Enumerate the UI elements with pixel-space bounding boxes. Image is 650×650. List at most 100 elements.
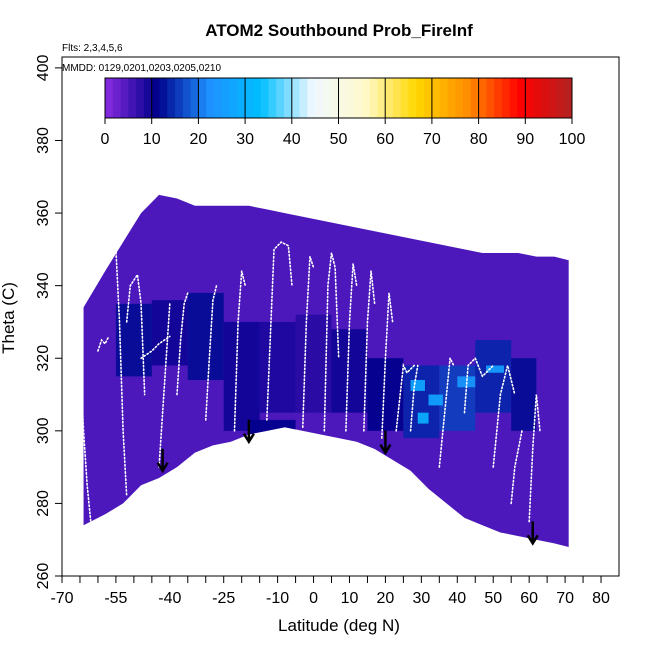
colorbar: 0 10 20 30 40 50 60 70 80 90 100 [101, 77, 585, 148]
flight-track [176, 292, 189, 396]
flight-track [463, 356, 495, 414]
x-tick-label: 70 [556, 590, 574, 607]
heatmap-cell [428, 394, 443, 406]
heatmap-cell [259, 321, 296, 413]
colorbar-swatch [540, 78, 550, 118]
y-tick-label: 320 [35, 345, 52, 372]
colorbar-swatch [190, 78, 199, 118]
colorbar-swatch [276, 78, 285, 118]
flight-track [438, 355, 455, 468]
colorbar-swatch [346, 78, 355, 118]
plot-frame [61, 56, 620, 577]
chart-title: ATOM2 Southbound Prob_FireInf [205, 21, 473, 40]
x-tick-label: 0 [309, 590, 318, 607]
colorbar-swatch [439, 78, 448, 118]
x-axis-label: Latitude (deg N) [278, 616, 400, 635]
colorbar-swatch [175, 78, 184, 118]
y-tick-label: 300 [35, 417, 52, 444]
colorbar-swatch [330, 78, 339, 118]
x-tick-label: 30 [412, 590, 430, 607]
colorbar-swatch [478, 78, 487, 118]
colorbar-swatch [299, 78, 308, 118]
x-tick-label: -70 [50, 590, 73, 607]
flight-track [233, 270, 247, 432]
flight-track [528, 394, 541, 523]
colorbar-swatch [260, 78, 269, 118]
colorbar-swatch [517, 78, 526, 118]
arrow-marker [242, 419, 255, 445]
colorbar-swatch [182, 78, 192, 118]
colorbar-swatch [447, 78, 456, 118]
colorbar-swatch [291, 78, 301, 118]
colorbar-tick-label: 50 [330, 131, 348, 148]
x-tick-label: 80 [592, 590, 610, 607]
colorbar-swatch [252, 78, 262, 118]
heatmap-cell [486, 365, 505, 373]
flight-track [395, 362, 415, 432]
colorbar-swatch [167, 78, 176, 118]
x-tick-label: 10 [341, 590, 359, 607]
y-axis: 260 280 300 320 340 360 380 400 [35, 54, 62, 589]
flight-track [363, 271, 376, 432]
colorbar-tick-label: 80 [470, 131, 488, 148]
flights-note: Flts: 2,3,4,5,6 [62, 43, 123, 54]
colorbar-swatch [509, 78, 519, 118]
flight-track [204, 284, 218, 421]
colorbar-swatch [431, 78, 441, 118]
colorbar-swatch [354, 78, 363, 118]
colorbar-swatch [533, 78, 542, 118]
y-tick-label: 360 [35, 200, 52, 227]
colorbar-swatch [377, 78, 386, 118]
colorbar-swatch [237, 78, 246, 118]
y-tick-label: 380 [35, 127, 52, 154]
flight-track [409, 364, 419, 432]
colorbar-tick-label: 0 [101, 131, 110, 148]
heatmap-cell [457, 376, 476, 388]
colorbar-tick-label: 60 [376, 131, 394, 148]
colorbar-swatch [392, 78, 402, 118]
colorbar-swatch [213, 78, 223, 118]
colorbar-swatch [416, 78, 425, 118]
flight-track [549, 222, 563, 236]
x-axis: -70 -55 -40 -25 -10 0 10 20 30 40 50 60 70 80 [50, 576, 610, 607]
colorbar-swatch [361, 78, 371, 118]
colorbar-swatch [501, 78, 511, 118]
colorbar-swatch [229, 78, 238, 118]
heatmap-cell [187, 292, 224, 381]
y-tick-label: 400 [35, 54, 52, 81]
colorbar-swatch [268, 78, 277, 118]
colorbar-frame [104, 77, 573, 119]
colorbar-tick-label: 30 [236, 131, 254, 148]
flight-track [381, 292, 394, 439]
colorbar-tick-label: 20 [190, 131, 208, 148]
dates-note: MMDD: 0129,0201,0203,0205,0210 [62, 63, 221, 74]
heatmap-cell [115, 303, 152, 377]
colorbar-swatch [564, 78, 573, 118]
colorbar-swatch [136, 78, 145, 118]
arrow-marker [526, 521, 539, 546]
flight-tracks [83, 194, 563, 523]
x-tick-label: 50 [484, 590, 502, 607]
colorbar-swatch [494, 78, 503, 118]
heatmap-cell [511, 358, 537, 431]
flight-track [266, 241, 293, 421]
flight-track [510, 430, 523, 505]
heatmap-cell [410, 380, 425, 391]
colorbar-tick-label: 10 [143, 131, 161, 148]
heatmap-cell [151, 300, 188, 366]
flight-track [158, 302, 171, 468]
flight-track [140, 335, 171, 360]
colorbar-swatch [315, 78, 324, 118]
y-tick-label: 280 [35, 490, 52, 517]
flight-track [111, 194, 128, 497]
colorbar-swatch [369, 78, 378, 118]
flight-track [83, 321, 92, 523]
heatmap-cell [248, 419, 296, 439]
heatmap-cell [331, 329, 368, 413]
colorbar-swatch [151, 78, 160, 118]
flight-track [492, 365, 516, 468]
arrow-marker [379, 430, 392, 455]
x-tick-label: -40 [158, 590, 181, 607]
colorbar-swatch [128, 78, 137, 118]
flight-track [345, 263, 358, 432]
